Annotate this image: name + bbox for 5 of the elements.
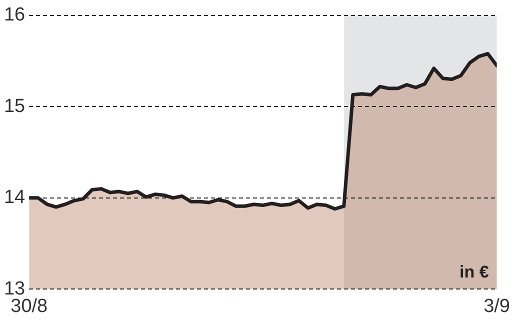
y-tick-label: 15 xyxy=(4,96,26,117)
x-tick-label: 3/9 xyxy=(484,296,510,317)
annotation: in € xyxy=(459,262,490,282)
y-tick-label: 14 xyxy=(4,187,26,208)
y-tick-label: 16 xyxy=(4,4,26,26)
